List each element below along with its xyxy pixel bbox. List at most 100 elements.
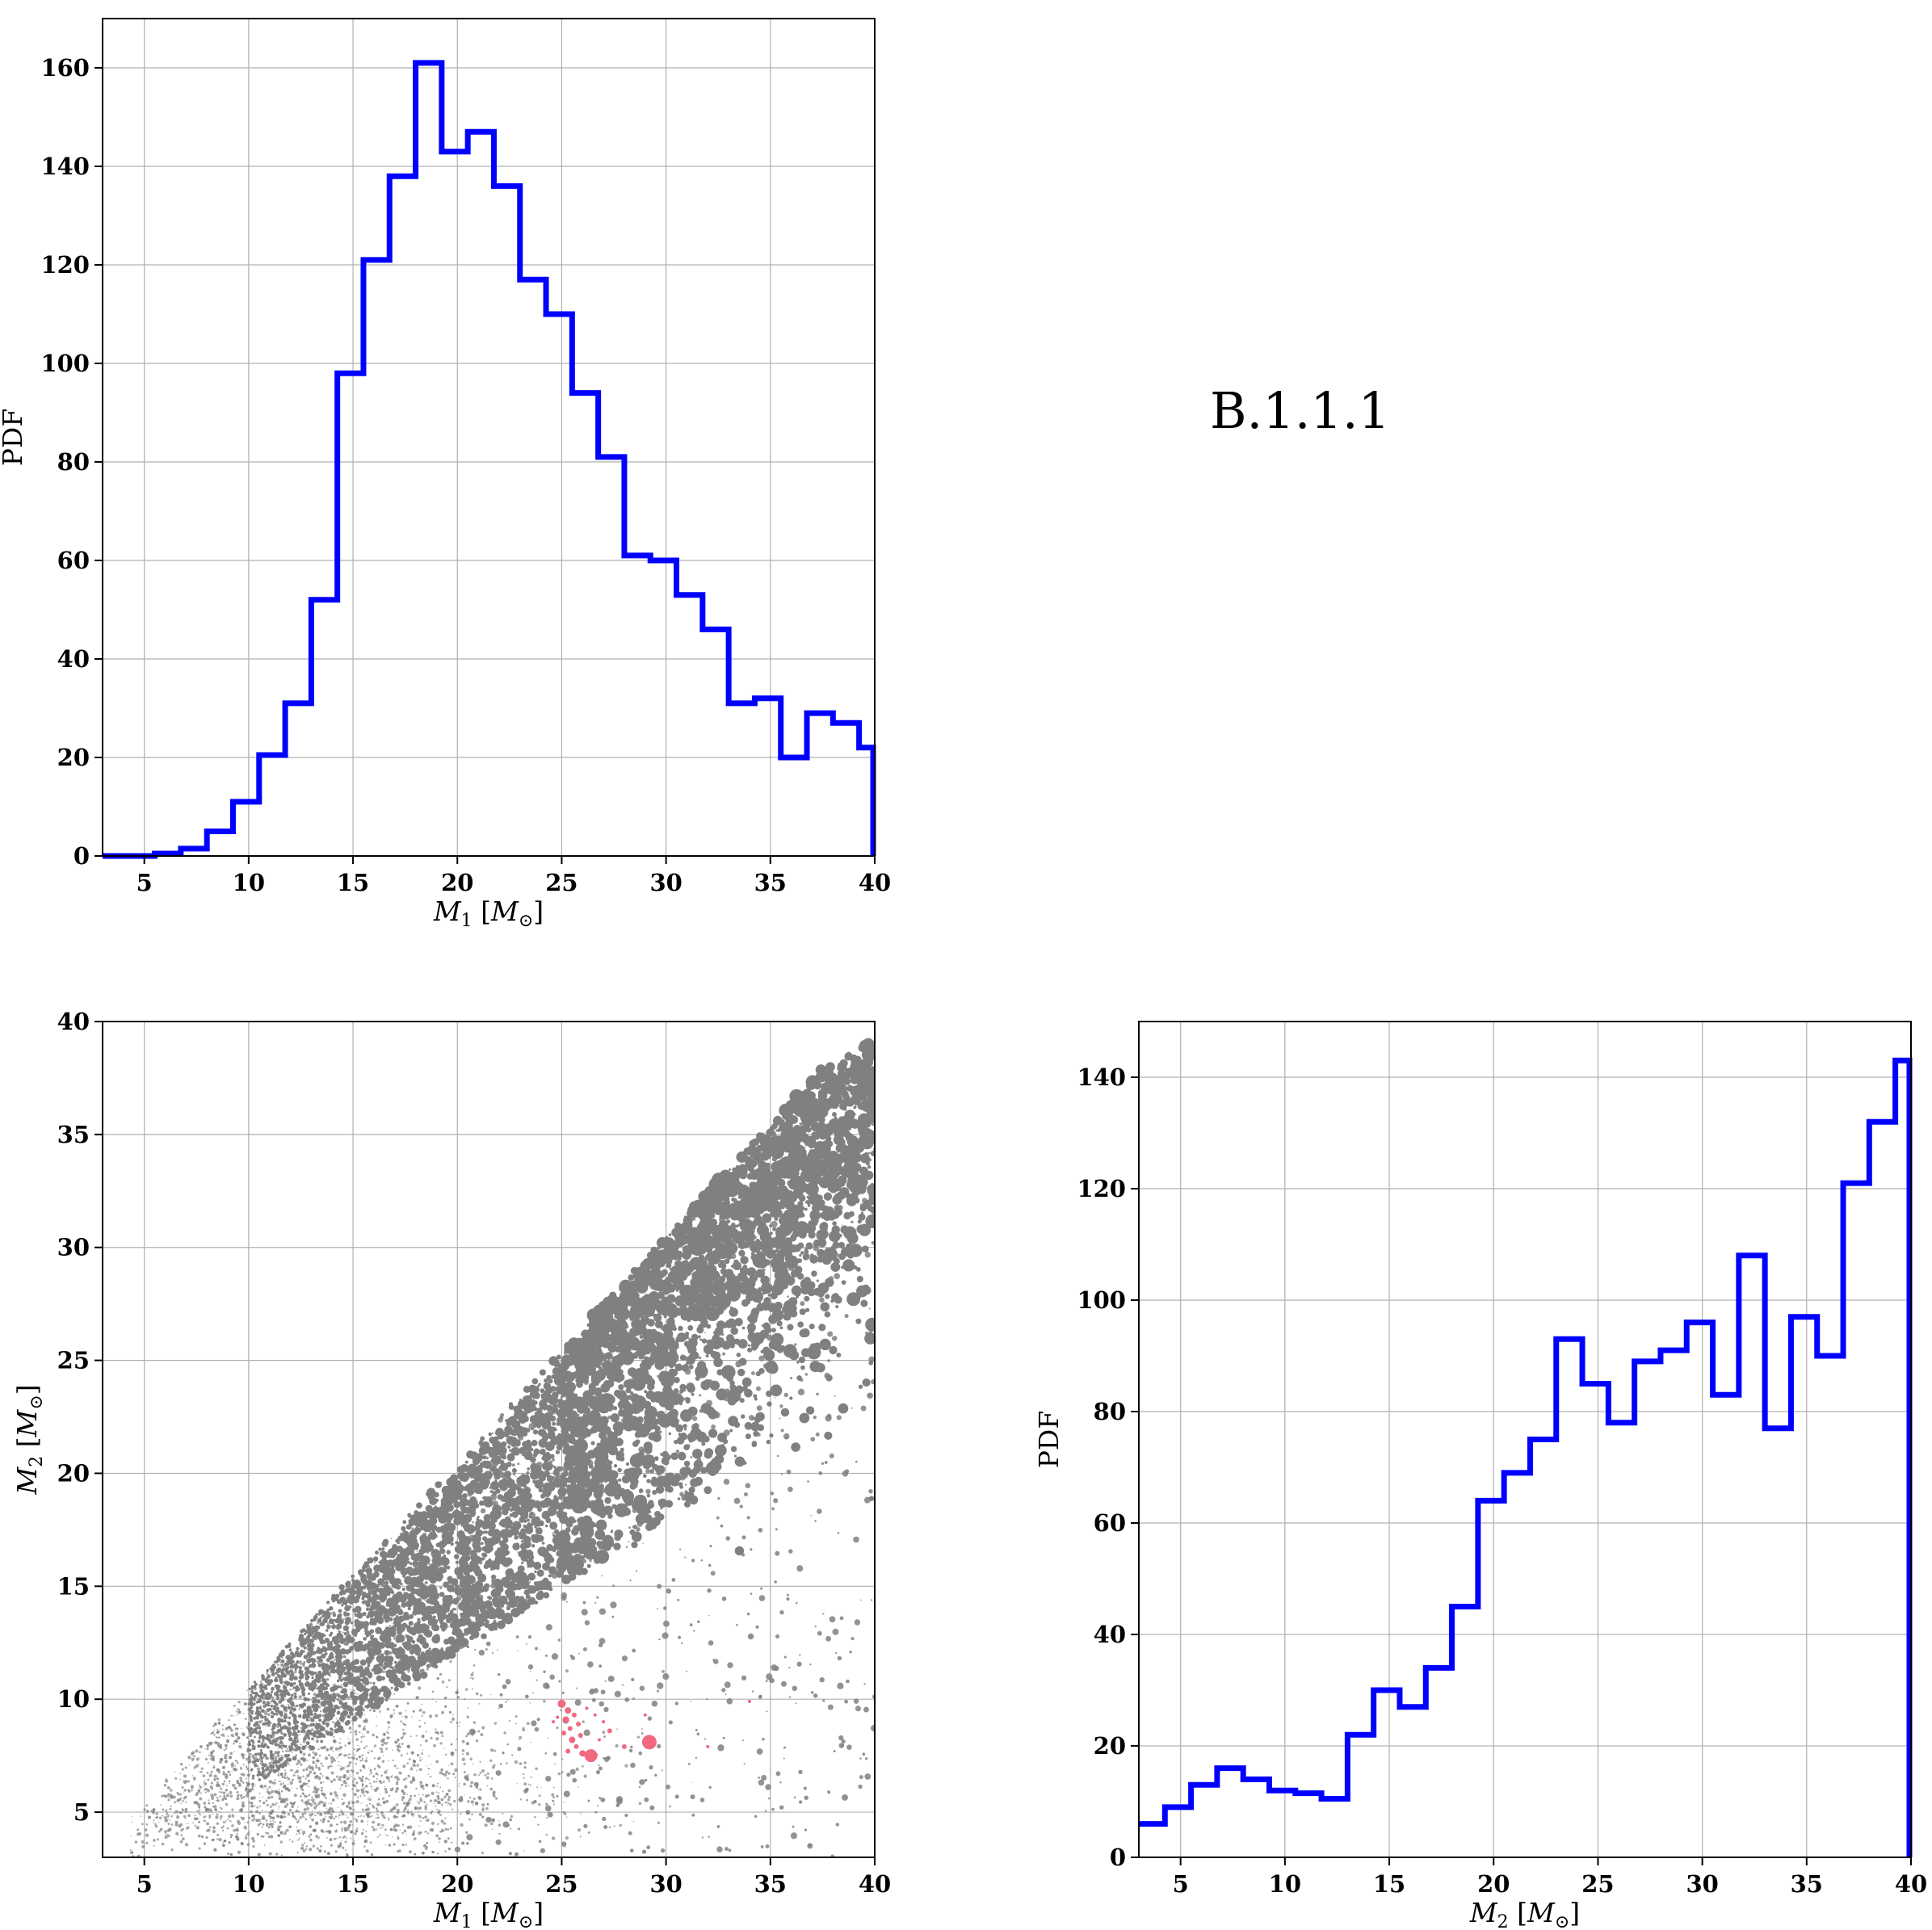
scatter-point	[347, 1785, 350, 1786]
scatter-point	[216, 1833, 220, 1836]
scatter-point	[361, 1733, 363, 1735]
scatter-point	[388, 1651, 393, 1655]
scatter-point	[492, 1491, 498, 1496]
scatter-point	[517, 1551, 519, 1553]
scatter-point	[662, 1672, 670, 1680]
scatter-point	[230, 1729, 233, 1732]
scatter-point	[797, 1321, 804, 1328]
scatter-point	[677, 1598, 680, 1601]
histogram-bin	[624, 556, 650, 856]
scatter-point	[203, 1812, 204, 1814]
scatter-point	[689, 1623, 693, 1626]
scatter-point	[200, 1770, 203, 1773]
scatter-point	[650, 1246, 658, 1254]
scatter-point	[379, 1710, 381, 1714]
scatter-point	[309, 1671, 315, 1676]
scatter-point	[348, 1760, 352, 1764]
scatter-point	[716, 1516, 720, 1520]
scatter-point	[447, 1802, 450, 1805]
scatter-point	[461, 1841, 465, 1845]
scatter-point	[402, 1731, 406, 1736]
scatter-point	[726, 1697, 733, 1705]
scatter-point	[251, 1741, 255, 1744]
scatter-point	[154, 1824, 158, 1828]
scatter-point	[385, 1776, 388, 1779]
scatter-point	[742, 1265, 748, 1269]
scatter-point	[479, 1788, 482, 1791]
scatter-point	[270, 1700, 273, 1703]
scatter-point	[450, 1752, 452, 1754]
scatter-point	[416, 1502, 422, 1509]
scatter-point	[268, 1852, 272, 1856]
scatter-point	[153, 1844, 155, 1847]
scatter-point	[347, 1753, 350, 1756]
scatter-point	[652, 1520, 656, 1524]
scatter-point	[421, 1703, 423, 1706]
scatter-point	[443, 1696, 447, 1700]
scatter-point	[788, 1549, 793, 1554]
scatter-point	[361, 1775, 364, 1779]
scatter-point	[305, 1845, 308, 1848]
scatter-point	[204, 1781, 208, 1786]
scatter-point	[855, 1706, 861, 1712]
scatter-point	[489, 1490, 494, 1493]
scatter-point	[252, 1840, 255, 1843]
scatter-point	[632, 1648, 636, 1653]
scatter-point	[241, 1804, 246, 1808]
scatter-point	[466, 1841, 469, 1845]
histogram-bin	[703, 629, 729, 856]
scatter-point	[384, 1670, 388, 1673]
scatter-point	[737, 1368, 746, 1377]
scatter-point	[640, 1732, 644, 1735]
scatter-point	[380, 1747, 383, 1751]
scatter-point	[347, 1764, 351, 1768]
scatter-point	[541, 1542, 545, 1545]
scatter-point	[383, 1741, 386, 1744]
scatter-point	[311, 1737, 314, 1741]
scatter-point	[372, 1733, 375, 1737]
scatter-point	[527, 1572, 536, 1581]
scatter-point	[363, 1725, 366, 1728]
scatter-point	[279, 1831, 284, 1834]
scatter-point	[300, 1722, 304, 1726]
scatter-point	[427, 1773, 429, 1776]
scatter-point	[436, 1852, 439, 1855]
scatter-point	[725, 1536, 730, 1541]
scatter-point	[485, 1641, 491, 1647]
scatter-point	[514, 1450, 520, 1456]
scatter-point	[829, 1453, 834, 1459]
scatter-point	[243, 1702, 247, 1706]
scatter-point	[445, 1753, 447, 1756]
scatter-point	[794, 1343, 797, 1346]
scatter-point	[369, 1782, 372, 1785]
scatter-point	[837, 1531, 840, 1534]
scatter-points	[129, 1038, 875, 1857]
scatter-point	[376, 1716, 377, 1718]
scatter-point	[668, 1432, 671, 1436]
scatter-point	[405, 1777, 408, 1780]
scatter-point	[455, 1691, 459, 1694]
scatter-point	[318, 1754, 321, 1757]
scatter-point	[355, 1738, 359, 1741]
scatter-point	[371, 1750, 373, 1752]
scatter-point	[229, 1852, 233, 1857]
scatter-point	[346, 1719, 351, 1725]
scatter-point	[439, 1786, 442, 1788]
scatter-point	[381, 1760, 385, 1763]
scatter-point	[300, 1828, 302, 1831]
scatter-point	[287, 1762, 290, 1765]
scatter-point	[296, 1806, 299, 1808]
scatter-point	[286, 1747, 288, 1750]
scatter-point	[354, 1832, 357, 1836]
scatter-point	[250, 1718, 253, 1722]
scatter-point	[816, 1279, 819, 1282]
scatter-point	[796, 1273, 804, 1280]
scatter-point	[638, 1751, 643, 1756]
scatter-point	[258, 1694, 261, 1697]
scatter-point	[779, 1417, 781, 1420]
scatter-point	[792, 1825, 795, 1828]
scatter-point	[402, 1778, 405, 1781]
scatter-point	[862, 1378, 871, 1387]
x-tick-label: 15	[337, 869, 369, 896]
